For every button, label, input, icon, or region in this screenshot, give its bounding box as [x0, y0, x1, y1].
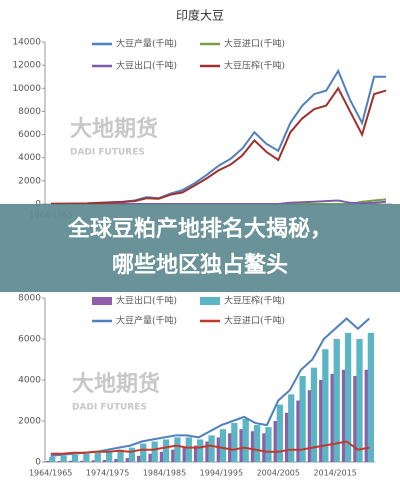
- x-tick-label: 1994/1995: [200, 469, 243, 478]
- bar: [49, 456, 56, 462]
- bar: [174, 437, 181, 462]
- legend-label: 大豆压榨(千吨): [224, 295, 285, 307]
- y-tick-label: 2000: [18, 176, 41, 186]
- bar: [299, 375, 306, 462]
- y-tick-label: 8000: [18, 107, 41, 117]
- bar: [333, 339, 340, 462]
- bar: [159, 451, 167, 462]
- line: [50, 86, 387, 205]
- bar: [60, 455, 67, 462]
- bar: [242, 418, 249, 462]
- y-tick-label: 8000: [18, 294, 41, 304]
- legend-label: 大豆产量(千吨): [116, 315, 177, 327]
- legend-label: 大豆进口(千吨): [224, 315, 285, 327]
- bar: [288, 394, 295, 462]
- bar: [262, 433, 269, 462]
- watermark: DADI FUTURES: [70, 148, 145, 158]
- bar: [205, 441, 212, 462]
- legend-label: 大豆出口(千吨): [116, 295, 177, 307]
- legend-label: 大豆出口(千吨): [116, 60, 177, 72]
- legend-swatch: [92, 297, 112, 305]
- bar: [94, 452, 101, 462]
- y-tick-label: 6000: [18, 130, 41, 140]
- bar: [231, 423, 238, 462]
- bar: [356, 339, 363, 462]
- bar: [71, 454, 79, 462]
- bar: [276, 404, 283, 462]
- bar: [253, 425, 261, 462]
- bar: [128, 447, 136, 462]
- x-tick-label: 1974/1975: [86, 469, 129, 478]
- bar: [208, 435, 215, 462]
- y-tick-label: 4000: [18, 376, 41, 386]
- bar: [310, 367, 318, 462]
- chart-title: 印度大豆: [176, 8, 224, 23]
- y-tick-label: 6000: [18, 335, 41, 345]
- x-tick-label: 2004/2005: [257, 469, 300, 478]
- line: [50, 317, 370, 457]
- watermark: DADI FUTURES: [72, 403, 147, 413]
- bar: [185, 437, 192, 462]
- bar: [250, 431, 258, 462]
- y-tick-label: 12000: [12, 61, 41, 71]
- bar: [219, 429, 227, 462]
- y-tick-label: 0: [35, 458, 41, 468]
- y-tick-label: 4000: [18, 153, 41, 163]
- bar: [106, 451, 113, 462]
- legend-label: 大豆产量(千吨): [116, 38, 177, 50]
- bar: [307, 390, 314, 462]
- legend-label: 大豆压榨(千吨): [224, 60, 285, 72]
- legend-swatch: [200, 297, 220, 305]
- bar: [117, 449, 124, 462]
- bar: [322, 349, 329, 462]
- x-tick-label: 1964/1965: [29, 469, 72, 478]
- bar: [265, 427, 272, 462]
- bar: [83, 453, 90, 462]
- banner: [0, 204, 400, 292]
- banner-line: 全球豆粕产地排名大揭秘，: [67, 216, 332, 242]
- bar: [151, 441, 158, 462]
- bar: [140, 443, 147, 462]
- x-tick-label: 2014/2015: [313, 469, 356, 478]
- bar: [367, 332, 375, 462]
- x-tick-label: 1984/1985: [143, 469, 186, 478]
- watermark: 大地期货: [72, 371, 160, 397]
- watermark: 大地期货: [70, 116, 158, 142]
- line: [50, 440, 370, 455]
- bar: [162, 439, 170, 462]
- y-tick-label: 10000: [12, 84, 41, 94]
- banner-line: 哪些地区独占鳌头: [112, 252, 288, 278]
- legend-label: 大豆进口(千吨): [224, 38, 285, 50]
- bar: [353, 375, 360, 462]
- bar: [344, 332, 352, 462]
- bar: [197, 439, 204, 462]
- y-tick-label: 14000: [12, 38, 41, 48]
- y-tick-label: 2000: [18, 417, 41, 427]
